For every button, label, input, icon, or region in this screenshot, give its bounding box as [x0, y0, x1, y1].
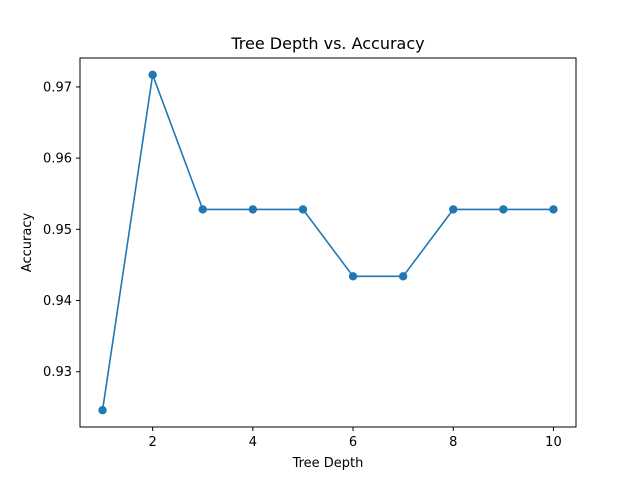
data-point — [148, 70, 157, 80]
data-point — [398, 272, 408, 281]
y-tick-label: 0.95 — [43, 223, 72, 238]
data-point — [449, 205, 458, 214]
series-line — [101, 74, 555, 412]
y-axis-ticks: 0.93 0.94 0.95 0.96 0.97 — [43, 80, 80, 380]
data-point — [198, 205, 207, 214]
chart-title: Tree Depth vs. Accuracy — [230, 34, 424, 53]
data-point — [248, 205, 258, 214]
x-axis-ticks: 2 4 6 8 10 — [149, 427, 562, 450]
y-tick-label: 0.93 — [43, 365, 72, 380]
x-tick-label: 2 — [149, 435, 157, 450]
y-tick-label: 0.97 — [43, 80, 72, 95]
plot-frame — [79, 57, 577, 428]
y-tick-label: 0.96 — [43, 152, 72, 167]
data-point — [499, 205, 508, 214]
x-tick-label: 4 — [249, 435, 257, 450]
data-point — [298, 205, 308, 214]
x-axis-label: Tree Depth — [292, 456, 364, 471]
data-point — [348, 272, 358, 281]
data-point — [98, 405, 107, 415]
series-layer — [98, 70, 558, 415]
x-tick-label: 8 — [449, 435, 457, 450]
x-tick-label: 10 — [545, 435, 562, 450]
data-point — [549, 205, 558, 214]
y-tick-label: 0.94 — [43, 294, 72, 309]
y-axis-label: Accuracy — [20, 213, 35, 273]
x-tick-label: 6 — [349, 435, 357, 450]
